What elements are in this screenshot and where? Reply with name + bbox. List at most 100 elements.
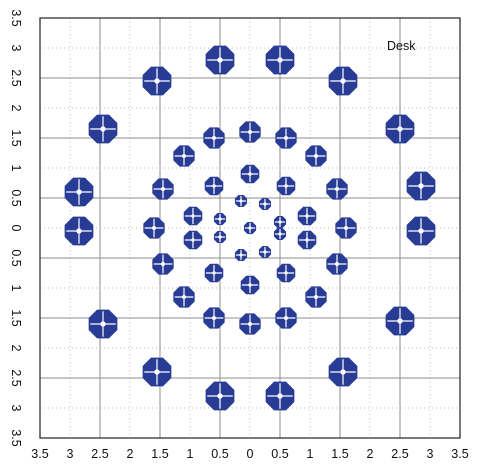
marker-center — [248, 130, 252, 134]
chart-annotation: Desk — [387, 39, 416, 53]
marker-center — [284, 271, 288, 275]
y-tick-label: 1 — [9, 165, 23, 172]
data-point — [297, 230, 317, 250]
data-point — [258, 245, 272, 259]
data-point — [88, 114, 118, 144]
data-point — [203, 307, 225, 329]
data-point — [205, 45, 235, 75]
x-tick-label: 3 — [67, 447, 74, 461]
marker-center — [397, 318, 403, 324]
marker-center — [161, 262, 165, 266]
data-point — [243, 221, 257, 235]
data-point — [88, 309, 118, 339]
x-tick-label: 3 — [427, 447, 434, 461]
axis-layer: 3.5 3 2.5 2 1.5 1 0.5 0 0.5 1 1.5 2 2.5 3 3.5 3.5 3 2.5 2 1… — [9, 9, 469, 461]
marker-center — [284, 184, 288, 188]
data-point — [385, 114, 415, 144]
y-tick-label: 1 — [9, 285, 23, 292]
x-tick-label: 2.5 — [91, 447, 108, 461]
x-tick-label: 2 — [367, 447, 374, 461]
data-point — [265, 381, 295, 411]
y-tick-label: 3.5 — [9, 9, 23, 26]
marker-center — [305, 238, 309, 242]
marker-center — [344, 226, 348, 230]
y-tick-label: 0.5 — [9, 189, 23, 206]
y-tick-label: 2.5 — [9, 69, 23, 86]
marker-center — [76, 189, 82, 195]
data-point — [234, 194, 248, 208]
data-point — [276, 176, 296, 196]
marker-center — [100, 321, 106, 327]
marker-center — [182, 295, 186, 299]
marker-center — [248, 283, 252, 287]
marker-center — [263, 250, 267, 254]
data-point — [258, 197, 272, 211]
data-point — [152, 178, 174, 200]
y-tick-label: 3.5 — [9, 429, 23, 446]
marker-center — [278, 220, 282, 224]
data-point — [239, 121, 261, 143]
x-tick-label: 3.5 — [451, 447, 468, 461]
data-point — [406, 216, 436, 246]
marker-center — [284, 316, 288, 320]
marker-center — [418, 228, 424, 234]
marker-center — [248, 172, 252, 176]
data-point — [64, 177, 94, 207]
marker-center — [191, 238, 195, 242]
marker-center — [212, 184, 216, 188]
marker-center — [340, 369, 346, 375]
marker-center — [340, 78, 346, 84]
data-point — [275, 307, 297, 329]
x-tick-label: 2.5 — [391, 447, 408, 461]
marker-center — [239, 253, 243, 257]
marker-center — [161, 187, 165, 191]
data-point — [173, 286, 195, 308]
data-point — [204, 263, 224, 283]
marker-center — [418, 183, 424, 189]
data-point — [273, 227, 287, 241]
data-point — [273, 215, 287, 229]
x-tick-label: 0 — [247, 447, 254, 461]
marker-center — [314, 154, 318, 158]
x-tick-label: 2 — [127, 447, 134, 461]
x-tick-label: 1 — [187, 447, 194, 461]
data-point — [326, 178, 348, 200]
data-point — [64, 216, 94, 246]
data-point — [240, 275, 260, 295]
data-point — [297, 206, 317, 226]
marker-center — [182, 154, 186, 158]
data-point — [276, 263, 296, 283]
data-point — [183, 206, 203, 226]
x-tick-label: 0.5 — [211, 447, 228, 461]
marker-center — [248, 322, 252, 326]
data-point — [385, 306, 415, 336]
y-tick-label: 3 — [9, 45, 23, 52]
marker-center — [76, 228, 82, 234]
marker-center — [278, 232, 282, 236]
marker-center — [277, 393, 283, 399]
marker-center — [212, 316, 216, 320]
data-point — [203, 127, 225, 149]
data-point — [173, 145, 195, 167]
data-point — [142, 357, 172, 387]
y-tick-label: 2 — [9, 345, 23, 352]
x-tick-label: 1.5 — [151, 447, 168, 461]
marker-center — [212, 271, 216, 275]
marker-center — [335, 262, 339, 266]
y-tick-label: 3 — [9, 405, 23, 412]
data-point — [265, 45, 295, 75]
data-point — [326, 253, 348, 275]
marker-center — [397, 126, 403, 132]
marker-center — [335, 187, 339, 191]
marker-center — [277, 57, 283, 63]
marker-center — [217, 57, 223, 63]
marker-center — [154, 78, 160, 84]
y-tick-label: 2 — [9, 105, 23, 112]
data-point — [240, 164, 260, 184]
marker-center — [314, 295, 318, 299]
marker-center — [217, 393, 223, 399]
marker-center — [218, 217, 222, 221]
x-tick-label: 1.5 — [331, 447, 348, 461]
